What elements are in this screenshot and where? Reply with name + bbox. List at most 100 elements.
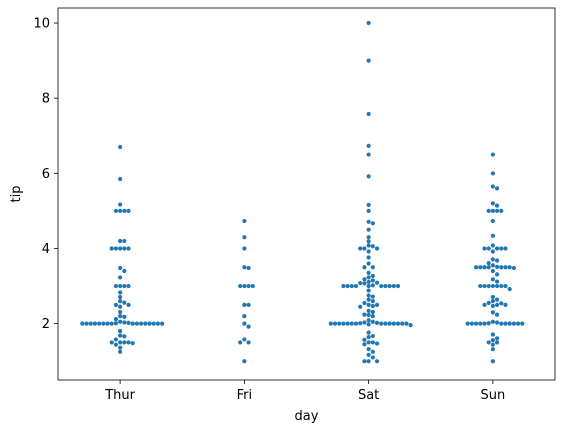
data-point-sat-36 [383,283,388,289]
x-axis-label: day [295,409,319,424]
data-point-sat-48 [362,300,367,306]
data-point-thur-27 [118,304,123,309]
data-point-sun-14 [486,246,491,251]
data-point-sat-65 [383,321,388,326]
y-tick-label-10: 10 [33,17,50,32]
data-point-sun-58 [499,321,504,326]
data-point-sat-12 [366,239,371,244]
data-point-thur-17 [118,283,123,289]
data-point-sun-34 [490,277,495,282]
data-point-fri-2 [242,246,247,251]
data-point-sat-93 [374,359,380,364]
data-point-sun-29 [507,265,512,270]
data-point-sat-62 [358,321,363,326]
data-point-fri-12 [242,321,247,326]
data-point-sat-10 [366,227,371,232]
data-point-thur-5 [113,208,119,214]
data-point-sat-39 [345,283,350,289]
data-point-sun-54 [494,312,500,317]
data-point-sat-4 [366,152,371,157]
data-point-sat-44 [366,293,371,298]
data-point-sun-33 [494,272,500,277]
data-point-thur-39 [134,321,140,326]
data-point-sun-20 [494,258,500,263]
data-point-sat-15 [362,246,367,251]
data-point-thur-61 [113,342,119,347]
data-point-thur-10 [122,246,127,251]
x-tick-label-sat: Sat [358,388,379,403]
data-point-sat-77 [366,322,371,327]
data-point-thur-60 [130,341,135,346]
data-point-sun-31 [511,265,516,271]
data-point-fri-16 [238,340,243,345]
data-point-thur-29 [118,314,123,319]
data-point-thur-24 [122,300,127,305]
data-point-sat-0 [366,20,371,26]
data-point-thur-8 [122,238,127,244]
data-point-fri-9 [242,302,247,307]
data-point-thur-6 [126,208,131,214]
data-point-thur-45 [147,321,152,326]
data-point-sun-57 [486,321,491,326]
data-point-sun-65 [469,321,474,326]
data-point-fri-14 [242,337,247,342]
data-point-sun-70 [494,336,500,341]
data-point-sun-49 [494,302,500,307]
data-point-sat-26 [362,277,367,282]
data-point-thur-62 [118,345,123,350]
data-point-thur-49 [155,321,161,326]
data-point-sun-8 [486,208,491,214]
data-point-sun-62 [507,321,512,326]
data-point-sun-61 [478,321,483,326]
data-point-thur-30 [122,314,127,319]
axes-frame [57,7,556,381]
data-point-thur-1 [118,176,123,182]
data-point-sat-71 [395,321,401,326]
data-point-thur-41 [139,321,144,326]
data-point-sat-35 [353,283,359,289]
data-point-sat-56 [366,312,371,318]
data-point-sun-56 [494,320,500,325]
data-point-sun-41 [503,283,508,289]
data-point-thur-37 [130,321,135,326]
data-point-thur-11 [113,246,119,251]
data-point-thur-21 [118,290,123,295]
data-point-thur-38 [105,321,110,326]
data-point-thur-7 [118,238,123,244]
data-point-sun-69 [490,332,495,337]
data-point-sat-52 [358,304,363,309]
data-point-sat-3 [366,143,371,148]
data-point-sat-70 [341,321,346,326]
data-point-sat-34 [379,283,384,289]
data-point-sun-21 [486,261,491,266]
data-point-sun-18 [490,249,495,254]
y-axis: 2 4 6 8 10 [33,17,58,332]
data-point-fri-17 [242,359,247,364]
data-point-sat-30 [358,280,363,286]
data-point-sat-40 [391,283,396,289]
data-point-thur-19 [113,283,119,289]
data-point-sun-7 [494,208,500,214]
y-tick-label-6: 6 [42,167,50,182]
data-point-sun-10 [490,218,495,224]
data-point-thur-52 [118,329,123,334]
data-point-sat-13 [366,243,371,248]
data-point-sat-76 [328,321,333,326]
data-point-thur-53 [118,333,123,338]
data-point-sat-79 [366,330,371,335]
data-point-thur-56 [118,340,123,345]
data-point-thur-59 [109,340,114,345]
data-point-sun-6 [490,208,495,214]
data-point-sat-85 [374,341,380,346]
data-point-sun-11 [490,233,495,238]
data-point-sat-47 [370,298,375,304]
data-point-sat-67 [387,321,392,326]
data-point-thur-2 [118,202,123,207]
data-point-sat-57 [370,314,375,319]
data-point-sat-5 [366,174,371,179]
data-point-sun-13 [494,246,500,251]
data-point-thur-34 [126,320,131,325]
data-point-sun-35 [494,279,500,284]
data-point-sat-80 [370,333,375,339]
